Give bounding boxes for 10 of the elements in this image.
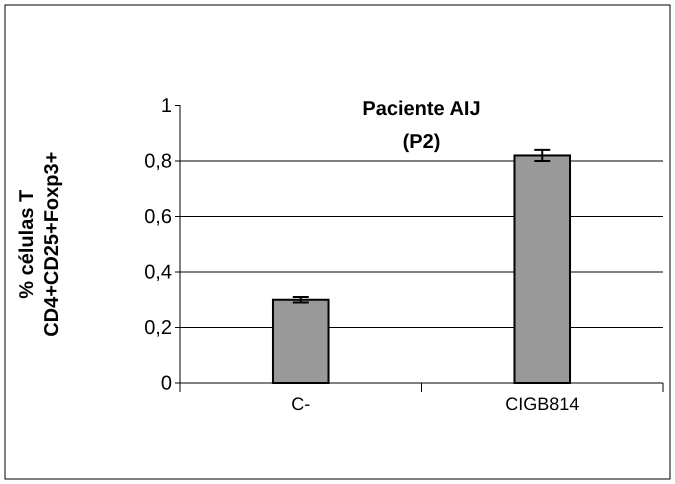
y-axis-title: % células T CD4+CD25+Foxp3+ (16, 152, 63, 337)
x-tick-label: C- (291, 394, 310, 414)
y-tick-label: 0 (160, 372, 172, 394)
x-tick-label: CIGB814 (505, 394, 580, 414)
y-tick-label: 0,8 (144, 150, 172, 172)
y-tick-label: 0,2 (144, 316, 172, 339)
chart-title: Paciente AIJ (P2) (362, 98, 481, 153)
y-tick-label: 1 (160, 94, 172, 117)
y-tick-label: 0,4 (144, 261, 172, 284)
y-tick-label: 0,6 (144, 206, 172, 228)
